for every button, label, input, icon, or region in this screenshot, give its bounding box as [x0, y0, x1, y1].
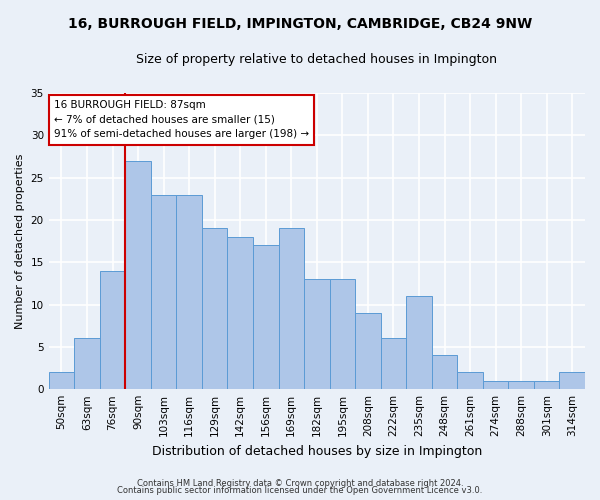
Bar — [100, 270, 125, 389]
Bar — [49, 372, 74, 389]
Bar — [74, 338, 100, 389]
Bar — [534, 380, 559, 389]
Y-axis label: Number of detached properties: Number of detached properties — [15, 154, 25, 329]
Bar — [406, 296, 432, 389]
Bar — [202, 228, 227, 389]
Bar — [355, 313, 380, 389]
Bar — [380, 338, 406, 389]
Text: 16 BURROUGH FIELD: 87sqm
← 7% of detached houses are smaller (15)
91% of semi-de: 16 BURROUGH FIELD: 87sqm ← 7% of detache… — [54, 100, 309, 140]
Bar — [125, 160, 151, 389]
Bar — [176, 194, 202, 389]
X-axis label: Distribution of detached houses by size in Impington: Distribution of detached houses by size … — [152, 444, 482, 458]
Bar — [278, 228, 304, 389]
Bar — [457, 372, 483, 389]
Title: Size of property relative to detached houses in Impington: Size of property relative to detached ho… — [136, 52, 497, 66]
Bar — [253, 246, 278, 389]
Bar — [483, 380, 508, 389]
Bar — [227, 237, 253, 389]
Bar — [304, 279, 329, 389]
Text: Contains HM Land Registry data © Crown copyright and database right 2024.: Contains HM Land Registry data © Crown c… — [137, 478, 463, 488]
Bar — [151, 194, 176, 389]
Bar — [432, 356, 457, 389]
Bar — [508, 380, 534, 389]
Text: Contains public sector information licensed under the Open Government Licence v3: Contains public sector information licen… — [118, 486, 482, 495]
Text: 16, BURROUGH FIELD, IMPINGTON, CAMBRIDGE, CB24 9NW: 16, BURROUGH FIELD, IMPINGTON, CAMBRIDGE… — [68, 18, 532, 32]
Bar — [329, 279, 355, 389]
Bar — [559, 372, 585, 389]
